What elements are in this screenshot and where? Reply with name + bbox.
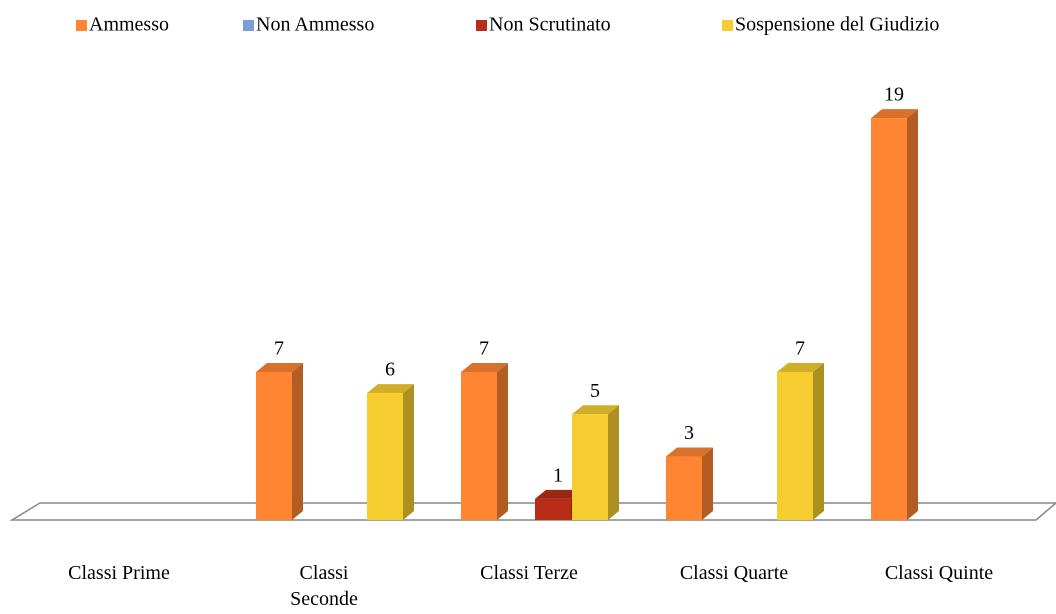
data-label: 7 bbox=[479, 338, 489, 360]
bar bbox=[777, 362, 824, 520]
legend-label: Non Ammesso bbox=[256, 14, 374, 36]
x-tick-label: Classi Terze bbox=[480, 562, 578, 584]
data-label: 1 bbox=[553, 464, 563, 486]
bar-side bbox=[292, 362, 303, 520]
data-label: 6 bbox=[385, 359, 395, 381]
bar-front bbox=[256, 371, 292, 520]
bar bbox=[461, 362, 508, 520]
bar-top bbox=[572, 405, 619, 415]
legend-swatch bbox=[722, 20, 733, 31]
bar-top bbox=[777, 362, 824, 372]
legend-label: Non Scrutinato bbox=[489, 14, 611, 36]
bar-front bbox=[666, 456, 702, 520]
x-tick-label: Classi Quarte bbox=[679, 562, 789, 584]
legend-swatch bbox=[243, 20, 254, 31]
bar-top bbox=[461, 362, 508, 372]
bar-front bbox=[777, 371, 813, 520]
bar-side bbox=[497, 362, 508, 520]
data-label: 7 bbox=[274, 338, 284, 360]
bar-front bbox=[572, 414, 608, 520]
bar-side bbox=[702, 447, 713, 520]
x-tick-label: Classi Seconde bbox=[290, 562, 358, 610]
legend-swatch bbox=[76, 20, 87, 31]
bar-top bbox=[535, 489, 582, 499]
bar-side bbox=[813, 362, 824, 520]
bar-front bbox=[871, 118, 907, 521]
data-label: 7 bbox=[795, 338, 805, 360]
bar-side bbox=[608, 405, 619, 520]
data-label: 3 bbox=[684, 422, 694, 444]
x-tick-label: Classi Prime bbox=[68, 562, 170, 584]
legend-label: Ammesso bbox=[89, 14, 169, 36]
bar bbox=[871, 109, 918, 521]
legend-swatch bbox=[476, 20, 487, 31]
bar-top bbox=[256, 362, 303, 372]
x-tick-label: Classi Quinte bbox=[884, 562, 994, 584]
bar bbox=[572, 405, 619, 520]
bar bbox=[256, 362, 303, 520]
bar-front bbox=[461, 371, 497, 520]
bar-side bbox=[403, 384, 414, 520]
data-label: 19 bbox=[884, 84, 904, 106]
bar-front bbox=[535, 498, 571, 520]
data-label: 5 bbox=[590, 380, 600, 402]
legend-label: Sospensione del Giudizio bbox=[735, 14, 939, 36]
bar-top bbox=[666, 447, 713, 457]
bar-top bbox=[367, 384, 414, 394]
bar-front bbox=[367, 393, 403, 520]
bar bbox=[666, 447, 713, 520]
bar-side bbox=[907, 109, 918, 521]
bar-top bbox=[871, 109, 918, 119]
bar bbox=[367, 384, 414, 520]
